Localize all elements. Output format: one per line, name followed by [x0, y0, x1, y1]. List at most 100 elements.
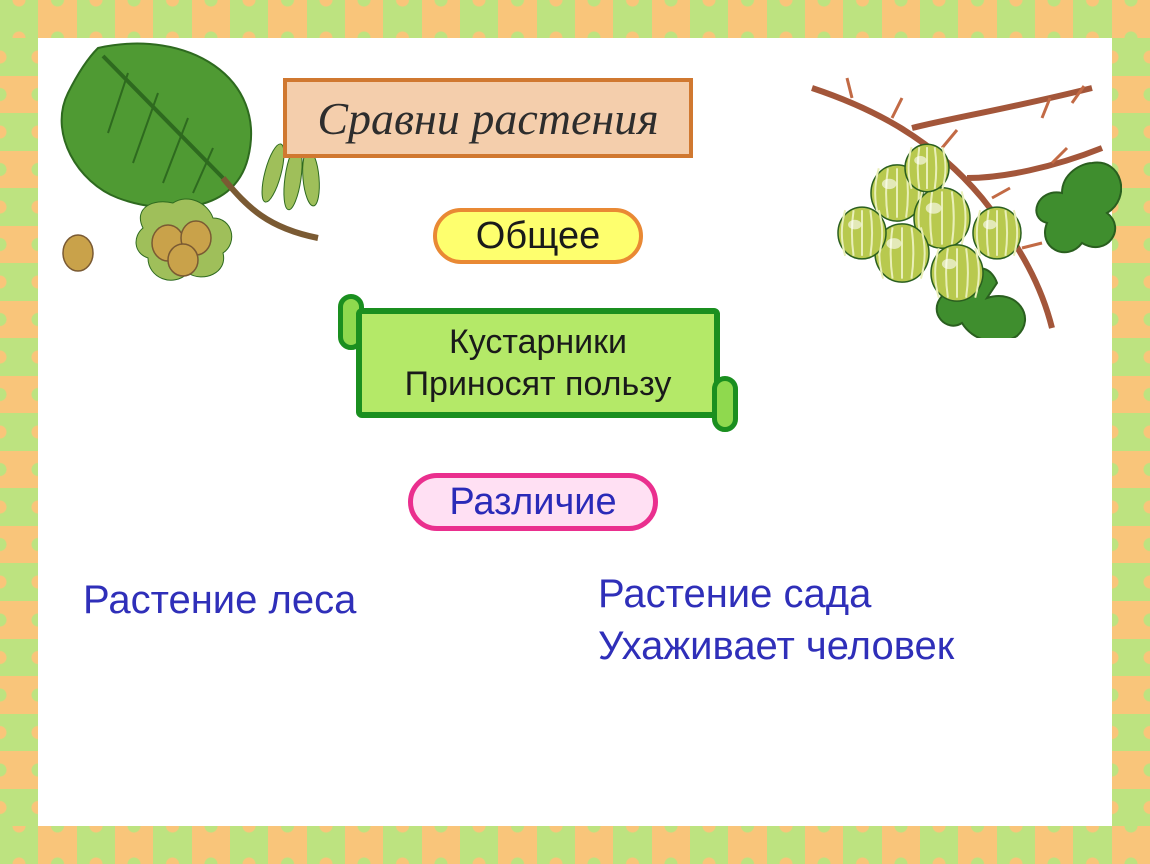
- puzzle-tile: [230, 826, 268, 864]
- puzzle-tile: [1035, 0, 1073, 38]
- puzzle-tile: [460, 826, 498, 864]
- puzzle-tile: [0, 451, 38, 489]
- puzzle-tile: [498, 826, 536, 864]
- puzzle-tile: [882, 826, 920, 864]
- puzzle-tile: [230, 0, 268, 38]
- puzzle-tile: [0, 226, 38, 264]
- diff-right-line-1: Растение сада: [598, 568, 954, 620]
- puzzle-tile: [115, 826, 153, 864]
- puzzle-tile: [153, 826, 191, 864]
- puzzle-tile: [1112, 488, 1150, 526]
- puzzle-tile: [77, 826, 115, 864]
- border-left: [0, 38, 38, 826]
- puzzle-tile: [728, 826, 766, 864]
- slide-content: Сравни растения Общее Кустарники Принося…: [38, 38, 1112, 826]
- puzzle-tile: [652, 0, 690, 38]
- puzzle-tile: [77, 0, 115, 38]
- puzzle-tile: [1112, 826, 1150, 864]
- puzzle-tile: [537, 826, 575, 864]
- puzzle-tile: [1112, 0, 1150, 38]
- puzzle-tile: [268, 0, 306, 38]
- puzzle-tile: [1112, 789, 1150, 827]
- puzzle-tile: [843, 826, 881, 864]
- puzzle-tile: [920, 0, 958, 38]
- puzzle-tile: [422, 0, 460, 38]
- puzzle-tile: [0, 826, 38, 864]
- puzzle-tile: [383, 0, 421, 38]
- hazelnut-cluster-icon: [136, 199, 232, 280]
- common-line-2: Приносят пользу: [405, 363, 672, 406]
- puzzle-tile: [805, 0, 843, 38]
- hazelnut-single-icon: [63, 235, 93, 271]
- puzzle-tile: [882, 0, 920, 38]
- puzzle-tile: [690, 826, 728, 864]
- puzzle-tile: [0, 413, 38, 451]
- puzzle-tile: [0, 113, 38, 151]
- scroll-roll-icon: [712, 376, 738, 432]
- puzzle-tile: [345, 0, 383, 38]
- puzzle-tile: [268, 826, 306, 864]
- puzzle-tile: [1112, 676, 1150, 714]
- difference-left-text: Растение леса: [83, 578, 356, 623]
- puzzle-tile: [613, 826, 651, 864]
- border-bottom: [0, 826, 1150, 864]
- puzzle-tile: [958, 826, 996, 864]
- common-line-1: Кустарники: [449, 321, 627, 364]
- puzzle-tile: [0, 488, 38, 526]
- puzzle-tile: [345, 826, 383, 864]
- puzzle-tile: [422, 826, 460, 864]
- puzzle-tile: [498, 0, 536, 38]
- puzzle-tile: [0, 601, 38, 639]
- diff-right-line-2: Ухаживает человек: [598, 620, 954, 672]
- puzzle-tile: [1112, 601, 1150, 639]
- puzzle-tile: [192, 826, 230, 864]
- puzzle-tile: [0, 38, 38, 76]
- puzzle-tile: [1112, 714, 1150, 752]
- puzzle-tile: [0, 263, 38, 301]
- puzzle-tile: [0, 714, 38, 752]
- gooseberry-illustration: [792, 48, 1122, 338]
- puzzle-tile: [0, 676, 38, 714]
- puzzle-tile: [997, 826, 1035, 864]
- puzzle-tile: [0, 376, 38, 414]
- puzzle-tile: [0, 76, 38, 114]
- puzzle-tile: [920, 826, 958, 864]
- puzzle-tile: [652, 826, 690, 864]
- puzzle-tile: [153, 0, 191, 38]
- puzzle-tile: [0, 563, 38, 601]
- puzzle-tile: [1035, 826, 1073, 864]
- puzzle-tile: [1112, 451, 1150, 489]
- puzzle-tile: [575, 0, 613, 38]
- puzzle-tile: [1073, 0, 1111, 38]
- hazelnut-leaf-icon: [62, 44, 251, 208]
- common-content-scroll: Кустарники Приносят пользу: [338, 298, 738, 428]
- puzzle-tile: [805, 826, 843, 864]
- puzzle-tile: [537, 0, 575, 38]
- puzzle-tile: [0, 338, 38, 376]
- common-label-pill: Общее: [433, 208, 643, 264]
- puzzle-tile: [958, 0, 996, 38]
- puzzle-tile: [575, 826, 613, 864]
- puzzle-tile: [0, 639, 38, 677]
- puzzle-tile: [0, 151, 38, 189]
- puzzle-tile: [1112, 751, 1150, 789]
- puzzle-tile: [307, 0, 345, 38]
- puzzle-tile: [0, 188, 38, 226]
- common-content-body: Кустарники Приносят пользу: [356, 308, 720, 418]
- slide-title: Сравни растения: [283, 78, 693, 158]
- puzzle-tile: [0, 301, 38, 339]
- difference-label-pill: Различие: [408, 473, 658, 531]
- puzzle-tile: [1073, 826, 1111, 864]
- puzzle-tile: [0, 789, 38, 827]
- puzzle-tile: [728, 0, 766, 38]
- difference-right-text: Растение сада Ухаживает человек: [598, 568, 954, 672]
- puzzle-tile: [843, 0, 881, 38]
- puzzle-tile: [997, 0, 1035, 38]
- puzzle-tile: [1112, 413, 1150, 451]
- puzzle-tile: [0, 0, 38, 38]
- puzzle-tile: [1112, 639, 1150, 677]
- puzzle-tile: [383, 826, 421, 864]
- puzzle-tile: [0, 751, 38, 789]
- puzzle-tile: [0, 526, 38, 564]
- puzzle-tile: [1112, 526, 1150, 564]
